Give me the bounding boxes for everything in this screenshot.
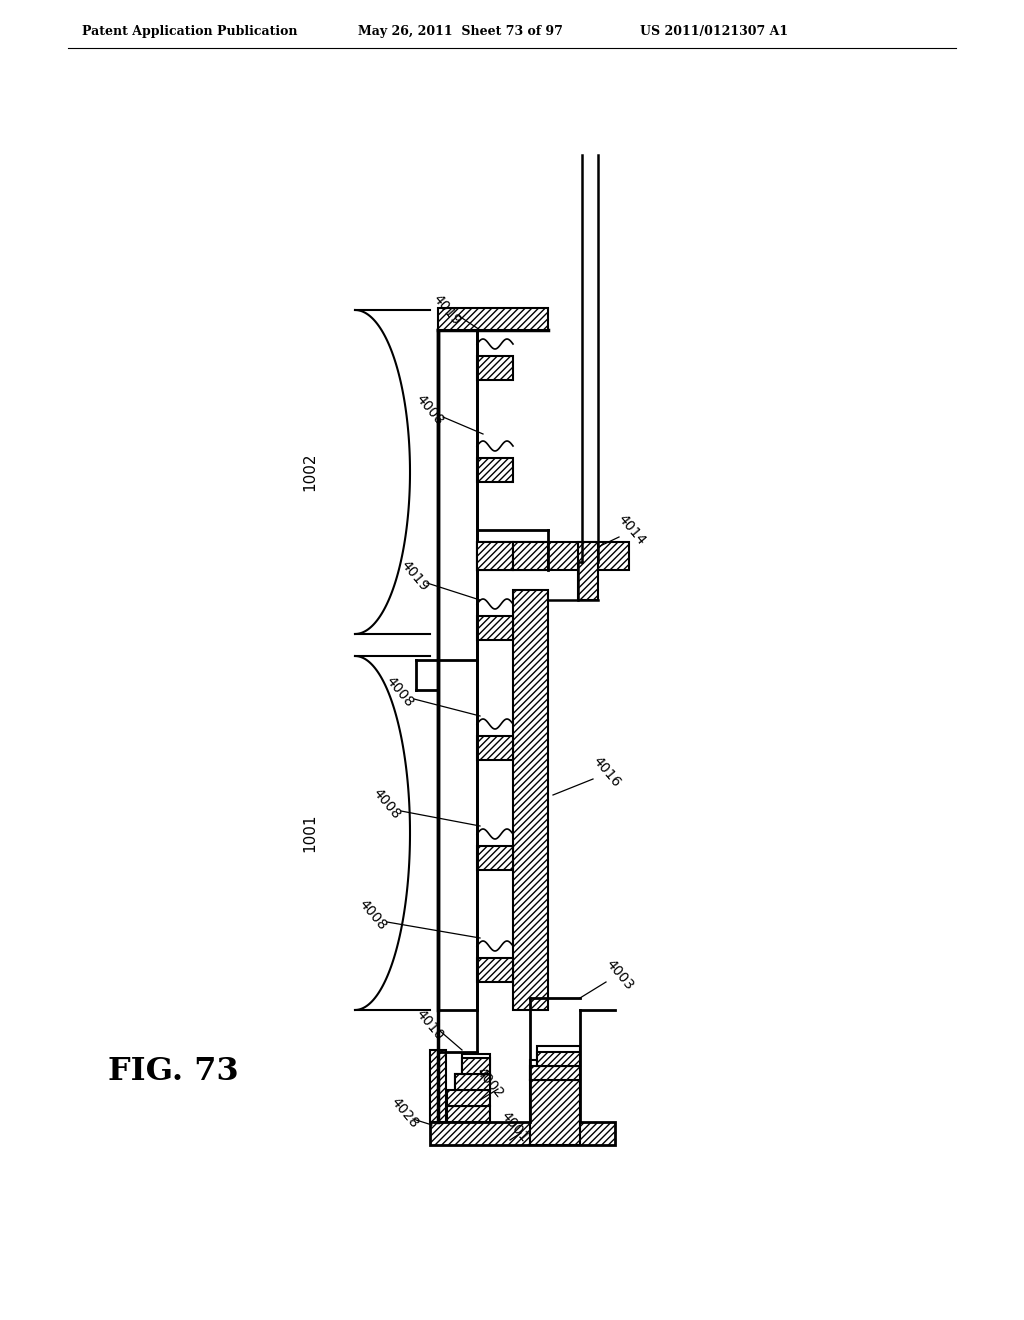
Bar	[455, 1074, 490, 1090]
Bar	[477, 543, 513, 570]
Bar	[447, 1090, 490, 1106]
Bar	[440, 591, 512, 1008]
Text: 1001: 1001	[302, 813, 317, 853]
Bar	[477, 543, 513, 570]
Text: 4010: 4010	[414, 1007, 446, 1043]
Bar	[477, 616, 513, 640]
Bar	[477, 356, 513, 380]
Bar	[438, 308, 548, 330]
Bar	[513, 590, 548, 1010]
Bar	[477, 958, 513, 982]
Bar	[513, 543, 548, 570]
Bar	[455, 1074, 490, 1090]
Text: 4014: 4014	[615, 512, 648, 548]
Bar	[430, 1049, 446, 1122]
Bar	[462, 1053, 490, 1074]
Bar	[530, 1060, 580, 1080]
Text: 4002: 4002	[473, 1065, 507, 1101]
Bar	[477, 543, 629, 570]
Bar	[537, 1045, 580, 1067]
Text: May 26, 2011  Sheet 73 of 97: May 26, 2011 Sheet 73 of 97	[358, 25, 563, 38]
Bar	[578, 543, 598, 601]
Text: 4008: 4008	[371, 785, 403, 822]
Text: 4003: 4003	[603, 957, 637, 993]
Bar	[537, 1052, 580, 1067]
Text: 4001: 4001	[499, 1109, 531, 1144]
Bar	[430, 1122, 615, 1144]
Bar	[477, 846, 513, 870]
Text: Patent Application Publication: Patent Application Publication	[82, 25, 298, 38]
Text: 4019: 4019	[398, 558, 432, 594]
Bar	[447, 1106, 490, 1122]
Text: 4008: 4008	[414, 392, 446, 428]
Bar	[530, 1067, 580, 1080]
Text: 4008: 4008	[356, 898, 390, 933]
Bar	[530, 1080, 580, 1144]
Text: US 2011/0121307 A1: US 2011/0121307 A1	[640, 25, 788, 38]
Text: 4008: 4008	[383, 675, 417, 710]
Text: 4016: 4016	[590, 754, 624, 789]
Text: 4019: 4019	[430, 292, 464, 327]
Text: 1002: 1002	[302, 453, 317, 491]
Bar	[477, 737, 513, 760]
Bar	[477, 458, 513, 482]
Text: 4028: 4028	[388, 1096, 422, 1131]
Bar	[462, 1059, 490, 1074]
Text: FIG. 73: FIG. 73	[108, 1056, 239, 1088]
